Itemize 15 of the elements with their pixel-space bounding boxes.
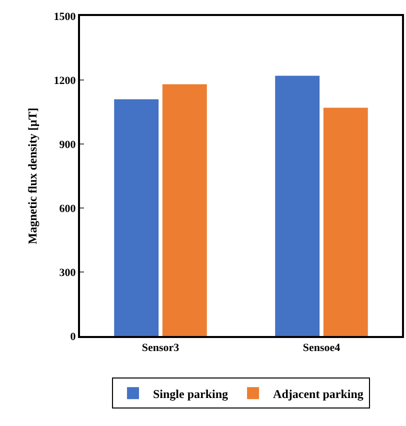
y-tick-label: 600: [59, 202, 76, 215]
y-tick-label: 300: [59, 266, 76, 279]
legend-label: Single parking: [153, 386, 228, 401]
x-tick-label: Sensor3: [142, 342, 180, 354]
bar: [323, 108, 368, 336]
x-tick-label: Sensoe4: [302, 342, 341, 354]
bar: [114, 99, 159, 336]
y-tick-label: 1200: [54, 74, 76, 87]
bar: [162, 84, 207, 336]
y-tick-label: 0: [70, 330, 76, 343]
bar: [275, 76, 320, 336]
y-tick-label: 1500: [54, 10, 76, 23]
y-axis-title: Magnetic flux density [μT]: [26, 108, 40, 244]
legend-label: Adjacent parking: [273, 386, 364, 401]
y-tick-label: 900: [59, 138, 76, 151]
